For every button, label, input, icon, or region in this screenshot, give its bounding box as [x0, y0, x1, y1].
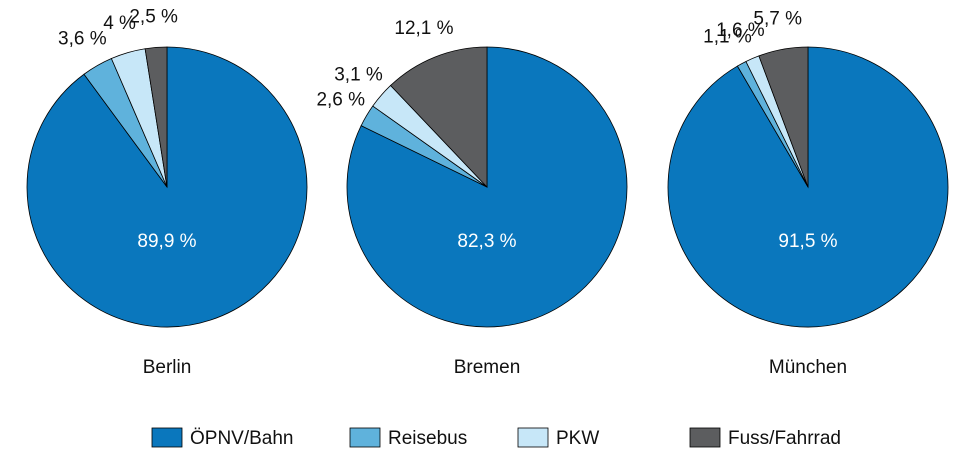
value-label: 3,6 % — [58, 29, 107, 50]
legend-label: ÖPNV/Bahn — [190, 428, 294, 448]
value-label: 12,1 % — [394, 18, 453, 39]
legend-label: Reisebus — [388, 428, 467, 448]
value-label: 3,1 % — [334, 65, 383, 86]
value-label: 4 % — [103, 13, 136, 34]
legend-swatch — [517, 427, 549, 448]
value-label: 89,9 % — [137, 231, 196, 252]
value-label: 1,6 % — [716, 20, 765, 41]
value-label: 82,3 % — [457, 231, 516, 252]
value-label: 2,6 % — [316, 89, 365, 110]
value-label: 5,7 % — [753, 9, 802, 30]
value-label: 1,1 % — [703, 26, 752, 47]
legend-swatch — [151, 427, 183, 448]
legend-swatch — [689, 427, 721, 448]
value-label: 2,5 % — [129, 7, 178, 28]
value-label: 91,5 % — [778, 231, 837, 252]
pie-title: Berlin — [143, 357, 192, 378]
pie-slice — [144, 46, 168, 188]
legend-label: PKW — [556, 428, 599, 448]
legend-swatch — [349, 427, 381, 448]
pie-title: Bremen — [454, 357, 521, 378]
pie-slice — [390, 46, 488, 189]
pie-slice — [758, 46, 809, 188]
legend-label: Fuss/Fahrrad — [728, 428, 841, 448]
pie-title: München — [769, 357, 847, 378]
